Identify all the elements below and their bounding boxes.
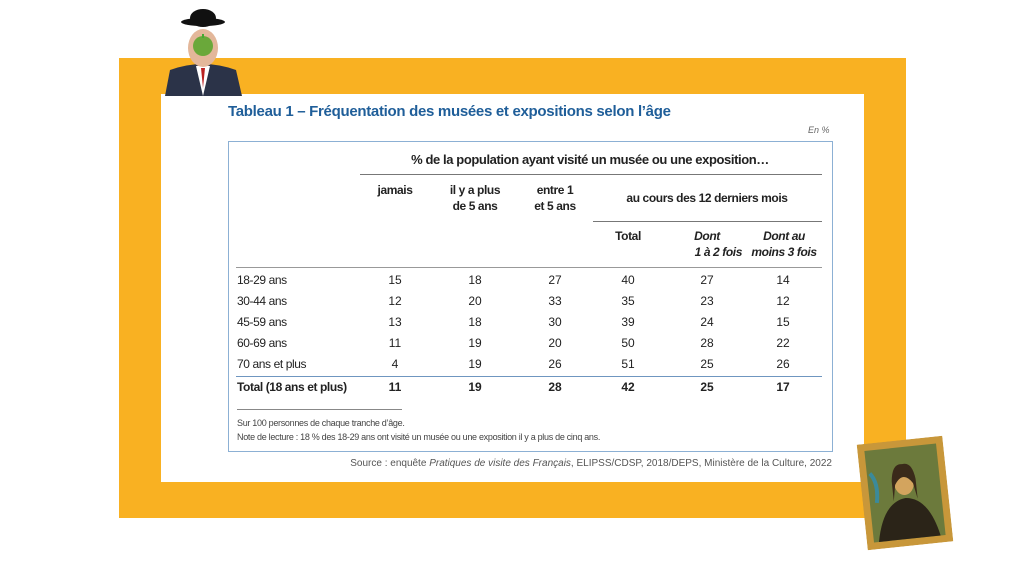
cell-value: 12	[388, 294, 402, 308]
cell-value: 27	[700, 273, 714, 287]
cell-value: 22	[776, 336, 790, 350]
col-dont3-l1: Dont au	[763, 229, 805, 243]
cell-value: 19	[468, 357, 482, 371]
row-label: 30-44 ans	[237, 294, 287, 308]
col-entre-l2: et 5 ans	[534, 199, 576, 213]
cell-value: 28	[700, 336, 714, 350]
table-box	[228, 141, 833, 452]
col-dont3-l2: moins 3 fois	[751, 245, 817, 259]
row-label: 18-29 ans	[237, 273, 287, 287]
unit-label: En %	[808, 125, 830, 135]
note-1: Sur 100 personnes de chaque tranche d’âg…	[237, 418, 405, 428]
cell-value: 20	[468, 294, 482, 308]
cell-value: 25	[700, 380, 714, 394]
table-title: Tableau 1 – Fréquentation des musées et …	[228, 103, 671, 120]
col-recent: au cours des 12 derniers mois	[626, 191, 788, 205]
cell-value: 4	[391, 357, 399, 371]
cell-value: 11	[388, 336, 402, 350]
cell-value: 15	[776, 315, 790, 329]
row-label: 45-59 ans	[237, 315, 287, 329]
cell-value: 19	[468, 380, 482, 394]
col-total: Total	[615, 229, 641, 243]
cell-value: 28	[548, 380, 562, 394]
divider	[236, 267, 822, 268]
col-jamais: jamais	[377, 183, 413, 197]
cell-value: 25	[700, 357, 714, 371]
col-plus5-l2: de 5 ans	[452, 199, 498, 213]
cell-value: 33	[548, 294, 562, 308]
divider	[236, 376, 822, 377]
cell-value: 50	[621, 336, 635, 350]
cell-value: 15	[388, 273, 402, 287]
source-line: Source : enquête Pratiques de visite des…	[350, 458, 832, 469]
col-dont12-l1: Dont	[694, 229, 720, 243]
cell-value: 19	[468, 336, 482, 350]
divider	[237, 409, 402, 410]
divider	[593, 221, 822, 222]
header-span: % de la population ayant visité un musée…	[411, 152, 769, 167]
document-page	[161, 94, 864, 482]
cell-value: 24	[700, 315, 714, 329]
col-plus5-l1: il y a plus	[449, 183, 501, 197]
cell-value: 14	[776, 273, 790, 287]
cell-value: 20	[548, 336, 562, 350]
cell-value: 35	[621, 294, 635, 308]
divider	[360, 174, 822, 175]
mona-lisa-painting-illustration	[856, 435, 954, 551]
col-entre-l1: entre 1	[536, 183, 574, 197]
source-title: Pratiques de visite des Français	[429, 458, 571, 469]
cell-value: 13	[388, 315, 402, 329]
cell-value: 23	[700, 294, 714, 308]
cell-value: 27	[548, 273, 562, 287]
cell-value: 12	[776, 294, 790, 308]
row-label: 70 ans et plus	[237, 357, 307, 371]
cell-value: 40	[621, 273, 635, 287]
cell-value: 18	[468, 273, 482, 287]
col-dont12-l2: 1 à 2 fois	[694, 245, 743, 259]
cell-value: 42	[621, 380, 635, 394]
source-suffix: , ELIPSS/CDSP, 2018/DEPS, Ministère de l…	[570, 458, 832, 469]
cell-value: 17	[776, 380, 790, 394]
note-2: Note de lecture : 18 % des 18-29 ans ont…	[237, 432, 601, 442]
source-prefix: Source : enquête	[350, 458, 430, 469]
cell-value: 18	[468, 315, 482, 329]
cell-value: 39	[621, 315, 635, 329]
cell-value: 11	[388, 380, 402, 394]
row-label: 60-69 ans	[237, 336, 287, 350]
cell-value: 51	[621, 357, 635, 371]
cell-value: 26	[776, 357, 790, 371]
bowler-hat-man-illustration	[165, 9, 242, 96]
cell-value: 26	[548, 357, 562, 371]
row-label: Total (18 ans et plus)	[237, 380, 347, 394]
cell-value: 30	[548, 315, 562, 329]
